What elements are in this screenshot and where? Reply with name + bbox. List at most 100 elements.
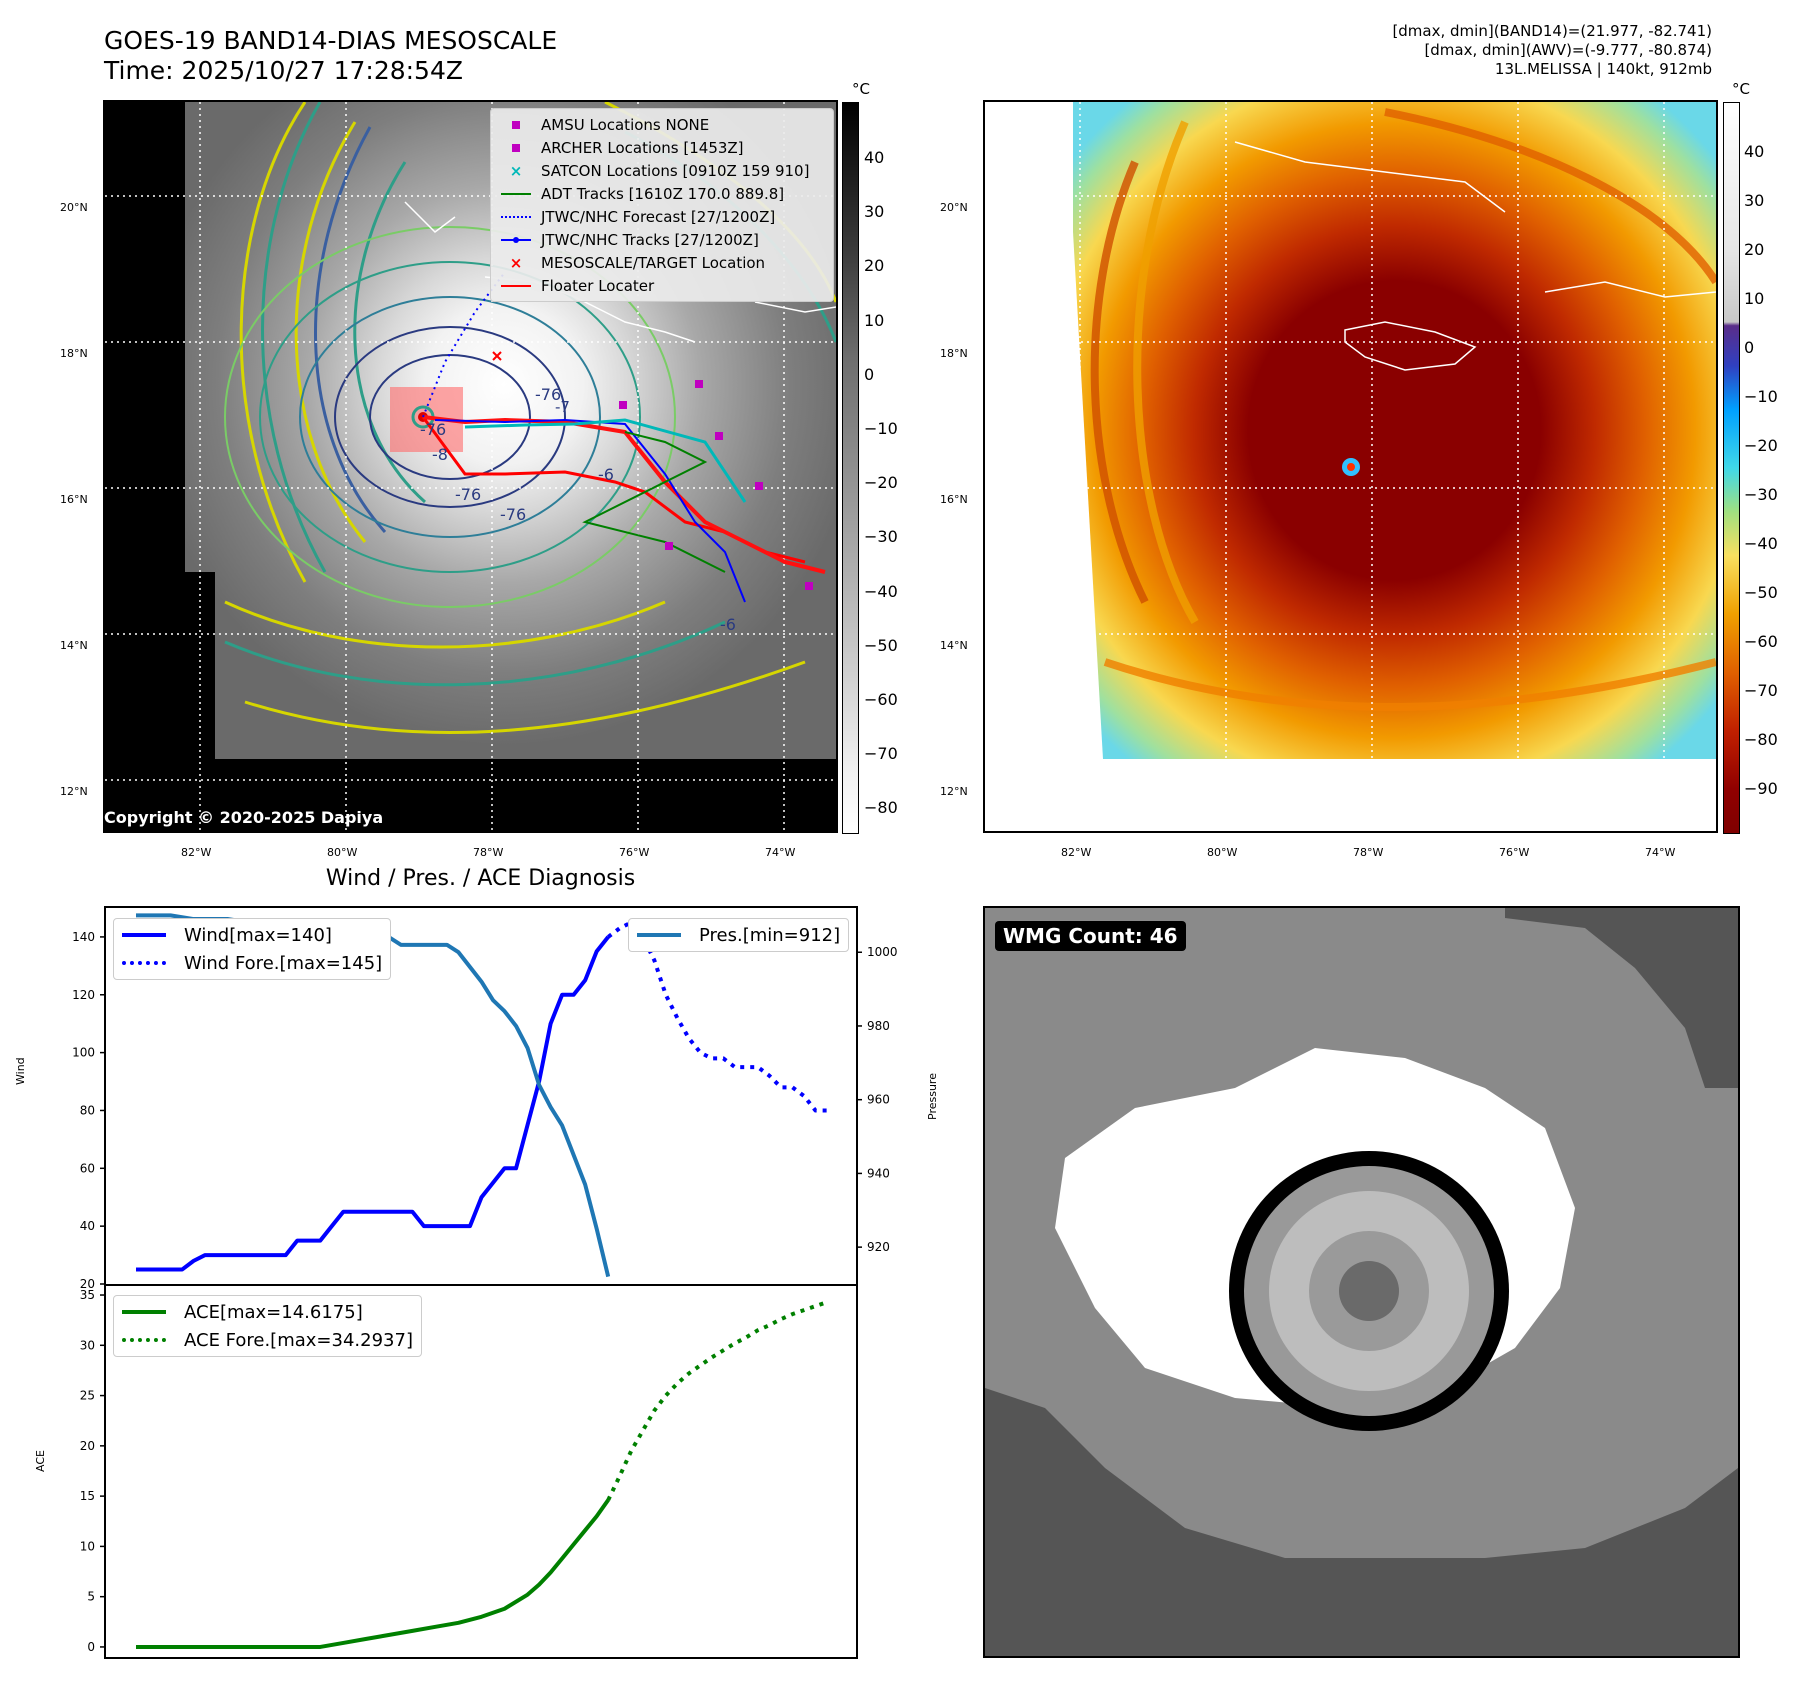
pressure-tick-label: 940 — [867, 1166, 890, 1180]
pressure-tick-label: 980 — [867, 1019, 890, 1033]
contour-label: -8 — [432, 445, 448, 464]
pressure-tick-label: 960 — [867, 1093, 890, 1107]
lon-label: 82°W — [1061, 846, 1092, 859]
colorbar-unit: °C — [1732, 80, 1750, 98]
map-legend: AMSU Locations NONE ARCHER Locations [14… — [490, 108, 834, 302]
copyright-text: Copyright © 2020-2025 Dapiya — [104, 808, 384, 827]
lon-label: 78°W — [473, 846, 504, 859]
lon-label: 78°W — [1353, 846, 1384, 859]
solid-line-icon — [637, 933, 689, 937]
legend-item: ACE Fore.[max=34.2937] — [122, 1326, 413, 1354]
ace-legend: ACE[max=14.6175] ACE Fore.[max=34.2937] — [113, 1295, 422, 1357]
lon-label: 82°W — [181, 846, 212, 859]
wmg-image — [985, 908, 1738, 1656]
lat-label: 20°N — [60, 201, 88, 214]
ace-axis-label: ACE — [34, 1450, 47, 1472]
lat-label: 12°N — [60, 785, 88, 798]
ace-tick-label: 10 — [80, 1539, 95, 1553]
wind-tick-label: 140 — [72, 930, 95, 944]
pressure-axis-label: Pressure — [926, 1073, 939, 1120]
x-marker-icon: × — [509, 161, 523, 180]
wind-series-line — [136, 935, 610, 1272]
colorbar-tick: −80 — [1744, 730, 1778, 749]
lon-label: 74°W — [1645, 846, 1676, 859]
lon-label: 76°W — [619, 846, 650, 859]
info-line-3: 13L.MELISSA | 140kt, 912mb — [1494, 60, 1712, 78]
ace-forecast-line — [606, 1300, 828, 1502]
legend-item: JTWC/NHC Forecast [27/1200Z] — [499, 205, 825, 228]
ace-tick-label: 5 — [87, 1590, 95, 1604]
svg-text:-7: -7 — [555, 398, 570, 416]
awv-map-panel — [983, 100, 1718, 833]
awv-map-image — [985, 102, 1716, 831]
colorbar-tick: −60 — [1744, 632, 1778, 651]
pressure-legend: Pres.[min=912] — [628, 918, 850, 952]
colorbar-tick: −10 — [864, 419, 898, 438]
lon-label: 74°W — [765, 846, 796, 859]
grayscale-colorbar — [842, 102, 859, 834]
colorbar-tick: −50 — [1744, 583, 1778, 602]
colorbar-tick: 30 — [864, 202, 885, 222]
colorbar-tick: −70 — [864, 744, 898, 764]
legend-item: Wind Fore.[max=145] — [122, 949, 382, 977]
colorbar-tick: −10 — [1744, 387, 1778, 406]
lon-label: 76°W — [1499, 846, 1530, 859]
wmg-count-badge: WMG Count: 46 — [995, 921, 1186, 951]
ace-tick-label: 0 — [87, 1640, 95, 1654]
lat-label: 16°N — [940, 493, 968, 506]
colorbar-tick: 0 — [1744, 338, 1755, 357]
solid-line-icon — [122, 933, 174, 937]
title-line-2: Time: 2025/10/27 17:28:54Z — [104, 56, 463, 85]
legend-item: Pres.[min=912] — [637, 921, 840, 949]
square-marker-icon — [499, 143, 533, 152]
colorbar-tick: −60 — [864, 690, 898, 709]
awv-colorbar — [1723, 102, 1740, 834]
ace-series-line — [136, 1498, 610, 1649]
lon-label: 80°W — [1207, 846, 1238, 859]
figure-title: GOES-19 BAND14-DIAS MESOSCALE Time: 2025… — [104, 26, 557, 86]
lat-label: 14°N — [940, 639, 968, 652]
contour-label: -76 — [535, 385, 562, 404]
ace-axes — [104, 1284, 858, 1659]
solid-line-icon — [122, 1310, 174, 1314]
colorbar-tick: 20 — [864, 256, 885, 276]
dotted-line-icon — [499, 215, 533, 218]
pressure-tick-label: 920 — [867, 1240, 890, 1254]
dotted-line-icon — [122, 961, 174, 965]
legend-item: AMSU Locations NONE — [499, 113, 825, 136]
colorbar-tick: −20 — [1744, 436, 1778, 455]
colorbar-tick: 20 — [1744, 240, 1765, 259]
contour-label: -76 — [420, 420, 447, 439]
lat-label: 12°N — [940, 785, 968, 798]
diagnosis-title: Wind / Pres. / ACE Diagnosis — [325, 866, 636, 891]
solid-line-icon — [499, 192, 533, 195]
colorbar-tick: −50 — [864, 635, 898, 655]
ace-tick-label: 25 — [80, 1389, 95, 1403]
wind-legend: Wind[max=140] Wind Fore.[max=145] — [113, 918, 392, 980]
info-line-1: [dmax, dmin](BAND14)=(21.977, -82.741) — [1392, 22, 1712, 40]
contour-label: -76 — [455, 485, 482, 504]
dot-line-icon — [499, 236, 533, 244]
colorbar-tick: −80 — [864, 798, 898, 818]
colorbar-tick: −40 — [1744, 534, 1778, 553]
solid-line-icon — [499, 284, 533, 287]
legend-item: ACE[max=14.6175] — [122, 1298, 413, 1326]
colorbar-tick: −20 — [864, 473, 898, 493]
legend-item: Wind[max=140] — [122, 921, 382, 949]
diagnosis-chart: 20 40 60 80 100 120 140 920 940 960 980 1000 0 5 10 15 2… — [72, 906, 898, 1659]
wind-tick-label: 20 — [80, 1277, 95, 1291]
colorbar-tick: 10 — [864, 310, 885, 330]
wind-tick-label: 120 — [72, 988, 95, 1002]
wind-tick-label: 40 — [80, 1219, 95, 1233]
wind-tick-label: 80 — [80, 1103, 95, 1117]
colorbar-tick: 0 — [864, 364, 875, 384]
legend-item: ARCHER Locations [1453Z] — [499, 136, 825, 159]
x-marker-icon: × — [509, 253, 523, 272]
title-line-1: GOES-19 BAND14-DIAS MESOSCALE — [104, 26, 558, 55]
intensity-info: [dmax, dmin](BAND14)=(21.977, -82.741) [… — [1392, 22, 1712, 79]
colorbar-tick: 40 — [1744, 142, 1765, 161]
lat-label: 20°N — [940, 201, 968, 214]
colorbar-tick: −30 — [864, 527, 898, 547]
legend-item: ADT Tracks [1610Z 170.0 889.8] — [499, 182, 825, 205]
legend-item: JTWC/NHC Tracks [27/1200Z] — [499, 228, 825, 251]
